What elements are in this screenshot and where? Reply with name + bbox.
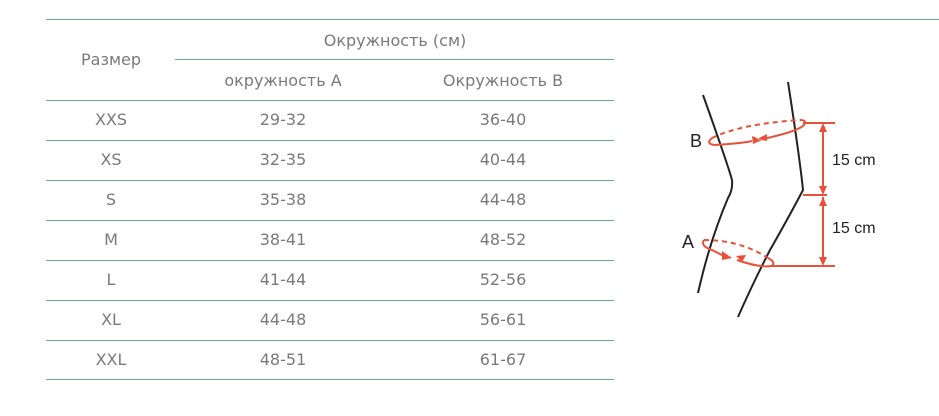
row-rule xyxy=(46,260,614,261)
circumference-a-icon xyxy=(703,239,769,259)
leg-outline xyxy=(697,81,805,318)
row-rule xyxy=(46,340,614,341)
row-rule xyxy=(46,300,614,301)
size-cell: XXS xyxy=(94,110,128,129)
circumference-b-cell: 48-52 xyxy=(479,230,527,249)
col-a-header: окружность А xyxy=(224,71,342,90)
circumference-b-cell: 40-44 xyxy=(479,150,527,169)
size-cell: XL xyxy=(101,310,121,329)
group-rule xyxy=(175,59,614,60)
circumference-b-cell: 44-48 xyxy=(479,190,527,209)
circumference-a-cell: 48-51 xyxy=(259,350,307,369)
size-header: Размер xyxy=(80,50,142,69)
size-cell: XS xyxy=(100,150,122,169)
label-a: A xyxy=(682,232,694,252)
group-header: Окружность (см) xyxy=(323,31,467,50)
circumference-b-cell: 56-61 xyxy=(479,310,527,329)
size-cell: XXL xyxy=(95,350,127,369)
circumference-a-cell: 32-35 xyxy=(259,150,307,169)
circumference-b-cell: 52-56 xyxy=(479,270,527,289)
row-rule xyxy=(46,100,614,101)
circumference-a-cell: 44-48 xyxy=(259,310,307,329)
size-cell: L xyxy=(106,270,116,289)
lower-distance: 15 cm xyxy=(832,220,876,237)
row-rule xyxy=(46,220,614,221)
top-rule xyxy=(46,19,939,20)
size-cell: M xyxy=(104,230,118,249)
row-rule xyxy=(46,180,614,181)
col-b-header: Окружность В xyxy=(442,71,564,90)
circumference-a-cell: 41-44 xyxy=(259,270,307,289)
label-b: B xyxy=(690,131,702,151)
circumference-a-cell: 35-38 xyxy=(259,190,307,209)
circumference-b-cell: 36-40 xyxy=(479,110,527,129)
size-cell: S xyxy=(105,190,117,209)
row-rule xyxy=(46,140,614,141)
circumference-b-icon xyxy=(711,119,801,139)
upper-distance: 15 cm xyxy=(832,152,876,169)
bottom-rule xyxy=(46,379,614,380)
circumference-b-cell: 61-67 xyxy=(479,350,527,369)
circumference-a-cell: 38-41 xyxy=(259,230,307,249)
circumference-a-cell: 29-32 xyxy=(259,110,307,129)
